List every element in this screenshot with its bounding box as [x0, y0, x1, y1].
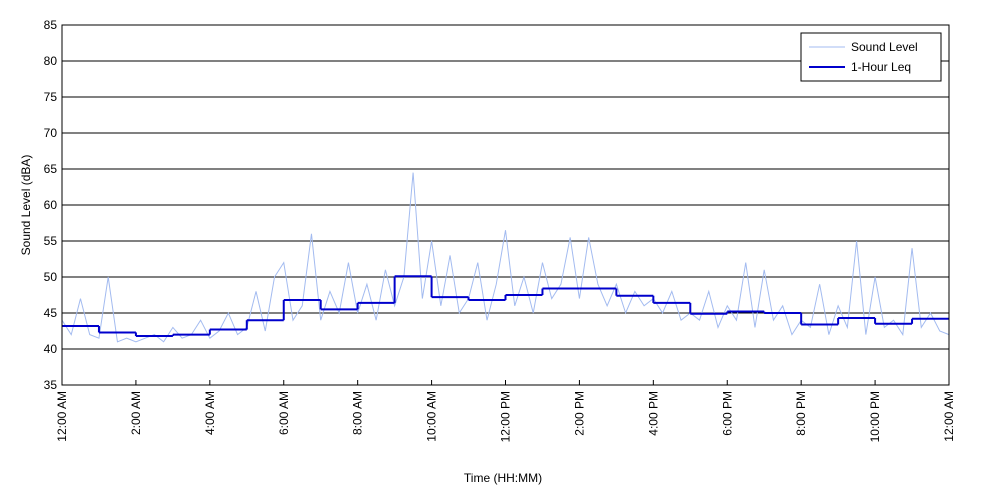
x-axis-label: Time (HH:MM)	[464, 471, 542, 485]
y-tick-label: 35	[44, 378, 58, 392]
y-axis-label: Sound Level (dBA)	[19, 155, 33, 256]
legend-label: 1-Hour Leq	[851, 60, 911, 74]
y-tick-label: 70	[44, 126, 58, 140]
y-tick-label: 45	[44, 306, 58, 320]
plot-frame	[61, 24, 950, 386]
x-tick-label: 6:00 AM	[277, 391, 291, 435]
y-tick-label: 55	[44, 234, 58, 248]
x-tick-label: 8:00 AM	[351, 391, 365, 435]
legend-box	[800, 32, 942, 82]
x-tick-label: 12:00 AM	[942, 391, 956, 442]
x-tick-label: 10:00 PM	[868, 391, 882, 442]
x-tick-label: 8:00 PM	[794, 391, 808, 436]
x-tick-label: 4:00 AM	[203, 391, 217, 435]
y-tick-label: 85	[44, 18, 58, 32]
x-tick-label: 6:00 PM	[720, 391, 734, 436]
x-tick-label: 2:00 PM	[572, 391, 586, 436]
x-tick-label: 12:00 AM	[55, 391, 69, 442]
y-tick-label: 40	[44, 342, 58, 356]
y-tick-label: 60	[44, 198, 58, 212]
y-tick-label: 80	[44, 54, 58, 68]
y-tick-label: 65	[44, 162, 58, 176]
legend-label: Sound Level	[851, 40, 918, 54]
y-tick-label: 75	[44, 90, 58, 104]
x-tick-label: 4:00 PM	[646, 391, 660, 436]
x-tick-label: 12:00 PM	[499, 391, 513, 442]
y-tick-label: 50	[44, 270, 58, 284]
x-tick-label: 10:00 AM	[425, 391, 439, 442]
x-tick-label: 2:00 AM	[129, 391, 143, 435]
